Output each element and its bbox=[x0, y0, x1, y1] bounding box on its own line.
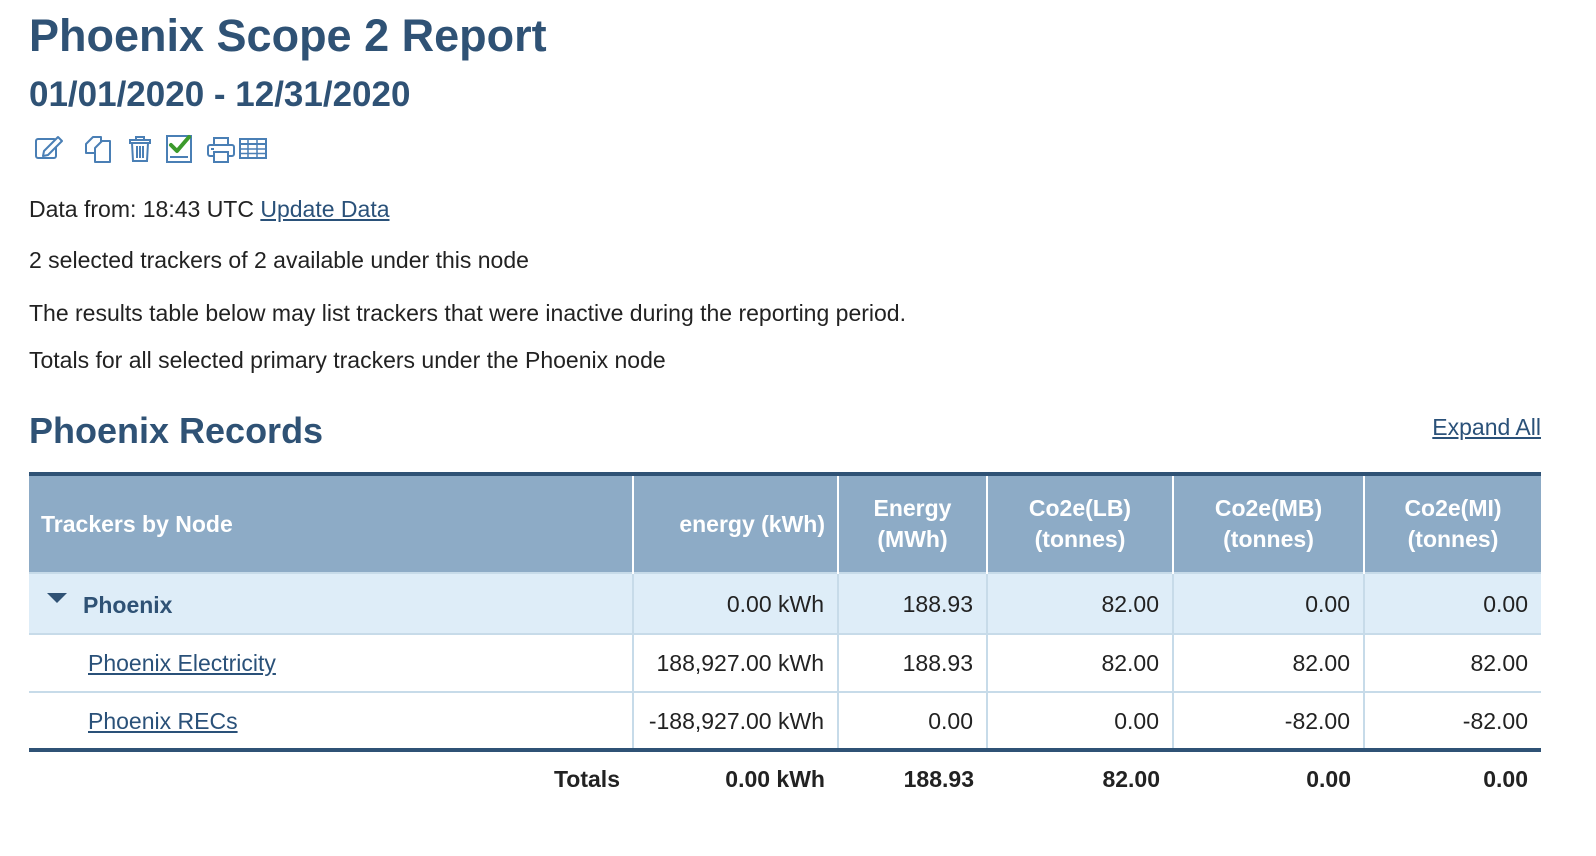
totals-co2e-mb: 0.00 bbox=[1306, 766, 1351, 792]
node-energy-mwh: 188.93 bbox=[837, 572, 987, 634]
data-timestamp: Data from: 18:43 UTC bbox=[29, 196, 254, 222]
totals-label: Totals bbox=[553, 766, 620, 792]
checklist-icon[interactable] bbox=[164, 132, 196, 166]
totals-row: Totals 0.00 kWh 188.93 82.00 0.00 0.00 bbox=[29, 750, 1541, 806]
tracker-energy-mwh: 0.00 bbox=[837, 691, 987, 752]
header-co2e-lb: Co2e(LB) (tonnes) bbox=[986, 474, 1173, 573]
node-co2e-mi: 0.00 bbox=[1363, 572, 1541, 634]
node-row-phoenix: Phoenix 0.00 kWh 188.93 82.00 0.00 0.00 bbox=[29, 572, 1541, 634]
tracker-name-cell: Phoenix RECs bbox=[29, 691, 633, 752]
table-icon[interactable] bbox=[237, 132, 269, 166]
totals-energy-kwh: 0.00 kWh bbox=[725, 766, 825, 792]
expand-all-link[interactable]: Expand All bbox=[1432, 414, 1541, 440]
node-name-cell: Phoenix bbox=[29, 572, 633, 634]
header-energy-kwh: energy (kWh) bbox=[632, 474, 838, 573]
update-data-link[interactable]: Update Data bbox=[260, 196, 390, 222]
tracker-co2e-lb: 82.00 bbox=[986, 633, 1173, 692]
collapse-caret-icon[interactable] bbox=[47, 592, 67, 603]
tracker-link-phoenix-electricity[interactable]: Phoenix Electricity bbox=[88, 650, 276, 676]
page-title: Phoenix Scope 2 Report bbox=[29, 10, 547, 61]
selection-summary: 2 selected trackers of 2 available under… bbox=[29, 247, 529, 273]
node-co2e-lb: 82.00 bbox=[986, 572, 1173, 634]
header-energy-mwh: Energy (MWh) bbox=[837, 474, 987, 573]
header-co2e-mi: Co2e(MI) (tonnes) bbox=[1363, 474, 1541, 573]
tracker-co2e-mb: 82.00 bbox=[1172, 633, 1364, 692]
tracker-co2e-mi: 82.00 bbox=[1363, 633, 1541, 692]
date-range: 01/01/2020 - 12/31/2020 bbox=[29, 75, 411, 114]
print-icon[interactable] bbox=[205, 132, 237, 166]
totals-energy-mwh: 188.93 bbox=[903, 766, 974, 792]
tracker-energy-kwh: -188,927.00 kWh bbox=[632, 691, 838, 752]
delete-icon[interactable] bbox=[125, 132, 157, 166]
data-timestamp-line: Data from: 18:43 UTC Update Data bbox=[29, 195, 390, 223]
tracker-link-phoenix-recs[interactable]: Phoenix RECs bbox=[88, 707, 238, 734]
table-row: Phoenix RECs -188,927.00 kWh 0.00 0.00 -… bbox=[29, 691, 1541, 752]
totals-co2e-lb: 82.00 bbox=[1102, 766, 1160, 792]
table-header-row: Trackers by Node energy (kWh) Energy (MW… bbox=[29, 474, 1541, 573]
tracker-energy-mwh: 188.93 bbox=[837, 633, 987, 692]
records-table: Trackers by Node energy (kWh) Energy (MW… bbox=[29, 472, 1541, 806]
totals-description: Totals for all selected primary trackers… bbox=[29, 347, 666, 373]
edit-icon[interactable] bbox=[33, 132, 65, 166]
tracker-co2e-mi: -82.00 bbox=[1363, 691, 1541, 752]
tracker-co2e-mb: -82.00 bbox=[1172, 691, 1364, 752]
tracker-name-cell: Phoenix Electricity bbox=[29, 633, 633, 692]
header-co2e-mb: Co2e(MB) (tonnes) bbox=[1172, 474, 1364, 573]
table-row: Phoenix Electricity 188,927.00 kWh 188.9… bbox=[29, 633, 1541, 692]
node-name: Phoenix bbox=[83, 591, 173, 618]
inactive-notice: The results table below may list tracker… bbox=[29, 300, 906, 326]
header-trackers: Trackers by Node bbox=[29, 474, 633, 573]
tracker-co2e-lb: 0.00 bbox=[986, 691, 1173, 752]
node-co2e-mb: 0.00 bbox=[1172, 572, 1364, 634]
records-title: Phoenix Records bbox=[29, 410, 324, 451]
totals-co2e-mi: 0.00 bbox=[1483, 766, 1528, 792]
copy-icon[interactable] bbox=[83, 132, 115, 166]
tracker-energy-kwh: 188,927.00 kWh bbox=[632, 633, 838, 692]
node-energy-kwh: 0.00 kWh bbox=[632, 572, 838, 634]
